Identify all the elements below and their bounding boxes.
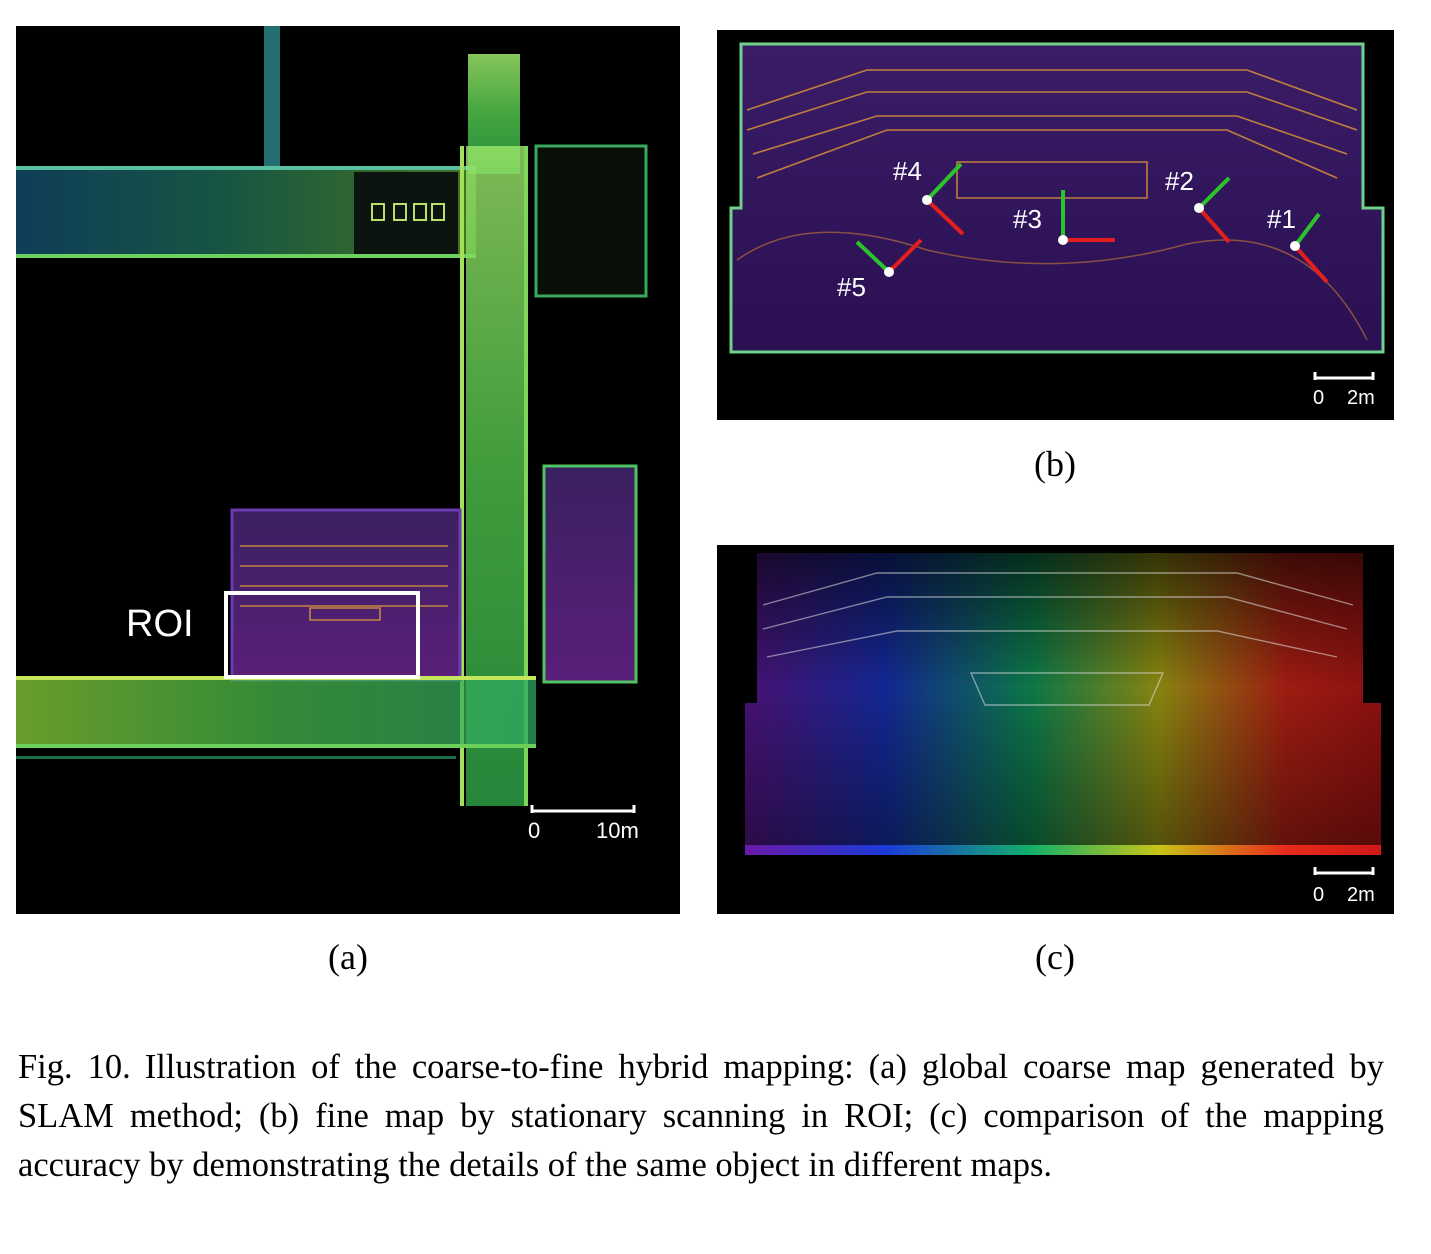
map-wall [460, 146, 464, 806]
map-wall [524, 146, 528, 806]
fine-roi-map: #1 #2 #3 #4 #5 0 2m [717, 30, 1394, 420]
global-map-graphic: ROI 0 10m [16, 26, 648, 843]
map-wall [16, 744, 536, 748]
comparison-floor-edge [745, 845, 1381, 855]
scale-end-label: 2m [1347, 884, 1375, 906]
scan-pose-5 [855, 238, 923, 277]
subfigure-label-c: (c) [1035, 937, 1075, 977]
marker-label-3: #3 [1013, 204, 1042, 234]
map-wall [16, 254, 476, 258]
scale-start-label: 0 [528, 818, 540, 843]
comparison-seating-rows [762, 572, 1354, 706]
caption-number: Fig. 10. [18, 1048, 131, 1086]
hall-seating-rows [746, 69, 1358, 199]
subfigure-label-b: (b) [1034, 444, 1076, 484]
map-wall [16, 166, 476, 170]
scan-pose-3 [1058, 190, 1115, 245]
roi-box [224, 591, 420, 679]
map-stub-corridor [264, 26, 280, 166]
scale-start-label: 0 [1313, 387, 1324, 409]
comparison-shading [745, 553, 1381, 851]
trajectory-path [736, 231, 1368, 341]
roi-label: ROI [126, 603, 194, 645]
scan-pose-2 [1194, 176, 1231, 244]
map-room [534, 144, 648, 298]
scale-bar [1313, 867, 1375, 875]
map-room [542, 464, 638, 684]
map-wall [16, 756, 456, 759]
map-lower-corridor [16, 676, 536, 748]
scale-bar [1313, 372, 1375, 380]
marker-label-4: #4 [893, 156, 922, 186]
marker-label-2: #2 [1165, 166, 1194, 196]
scan-pose-4 [922, 162, 965, 236]
caption-text: Illustration of the coarse-to-fine hybri… [18, 1048, 1384, 1184]
scale-end-label: 10m [596, 818, 639, 843]
scale-end-label: 2m [1347, 387, 1375, 409]
fine-map-graphic: #1 #2 #3 #4 #5 0 2m [729, 42, 1385, 409]
figure-caption: Fig. 10. Illustration of the coarse-to-fi… [18, 1043, 1384, 1190]
marker-label-5: #5 [837, 272, 866, 302]
subfigure-label-a: (a) [328, 937, 368, 977]
map-furniture [371, 203, 445, 221]
map-hall-seating [240, 545, 448, 621]
scale-start-label: 0 [1313, 884, 1324, 906]
scan-pose-1 [1290, 212, 1329, 284]
comparison-map-graphic: 0 2m [745, 553, 1381, 906]
marker-label-1: #1 [1267, 204, 1296, 234]
global-coarse-map: ROI 0 10m [16, 26, 680, 914]
scale-bar [530, 805, 636, 813]
map-comparison: 0 2m [717, 545, 1394, 914]
